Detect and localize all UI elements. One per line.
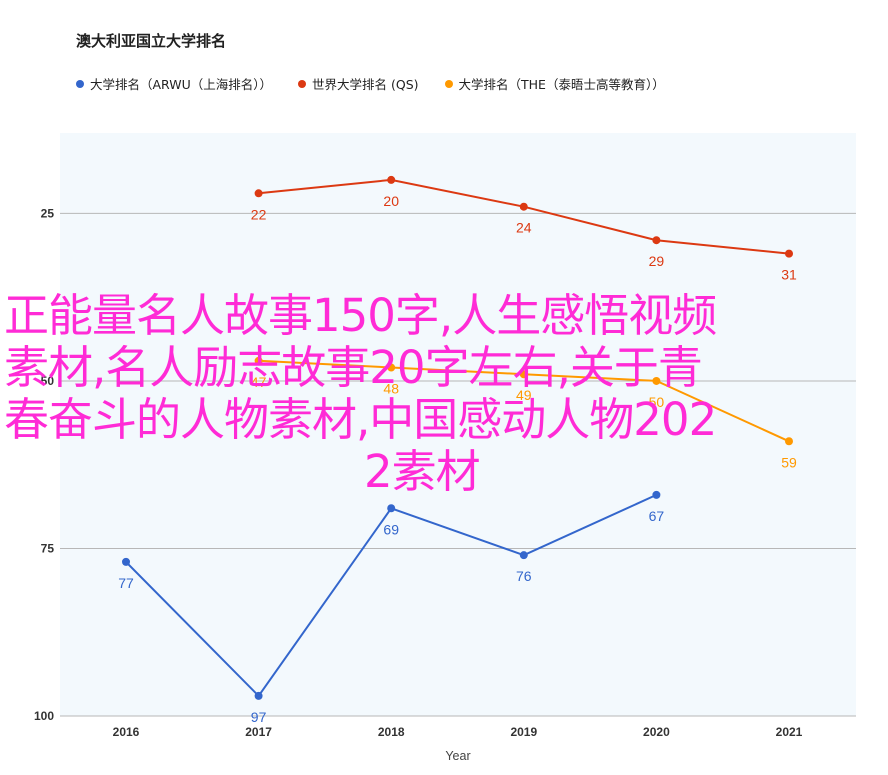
data-point (387, 175, 396, 184)
data-point (387, 504, 396, 513)
data-point (519, 202, 528, 211)
data-label: 31 (781, 267, 797, 283)
x-tick-label: 2021 (776, 725, 803, 739)
data-label: 47 (251, 374, 267, 390)
data-label: 97 (251, 709, 267, 725)
legend-marker-the (444, 79, 453, 88)
data-point (122, 557, 130, 566)
data-label: 69 (383, 521, 399, 537)
legend-label-the: 大学排名（THE（泰晤士高等教育）） (458, 77, 665, 92)
plot-area (60, 133, 856, 716)
data-label: 77 (118, 575, 134, 591)
y-tick-label: 25 (41, 206, 55, 220)
data-point (652, 376, 661, 385)
data-point (652, 236, 661, 245)
x-tick-label: 2020 (643, 725, 670, 739)
data-label: 50 (649, 394, 665, 410)
legend: 大学排名（ARWU（上海排名）） 世界大学排名 (QS) 大学排名（THE（泰晤… (76, 74, 665, 93)
y-tick-label: 100 (34, 709, 54, 723)
data-label: 76 (516, 568, 532, 584)
legend-marker-qs (298, 79, 306, 88)
data-label: 20 (383, 193, 399, 209)
data-point (254, 189, 263, 198)
x-tick-label: 2016 (113, 725, 140, 739)
y-tick-label: 75 (41, 541, 55, 555)
data-point (254, 356, 263, 365)
x-axis-label: Year (445, 749, 470, 763)
data-label: 67 (649, 508, 665, 524)
data-label: 49 (516, 387, 532, 403)
chart-title: 澳大利亚国立大学排名 (76, 32, 227, 50)
x-tick-label: 2019 (510, 725, 537, 739)
data-point (254, 691, 263, 700)
data-point (785, 249, 793, 258)
legend-label-qs: 世界大学排名 (QS) (312, 77, 419, 92)
legend-item-arwu[interactable]: 大学排名（ARWU（上海排名）） (76, 74, 272, 93)
data-point (519, 370, 528, 379)
data-label: 24 (516, 220, 532, 236)
legend-marker-arwu (76, 79, 84, 88)
data-label: 48 (383, 381, 399, 397)
data-point (519, 551, 528, 560)
legend-item-the[interactable]: 大学排名（THE（泰晤士高等教育）） (444, 74, 665, 93)
legend-item-qs[interactable]: 世界大学排名 (QS) (298, 74, 419, 93)
data-point (652, 490, 661, 499)
data-label: 22 (251, 206, 267, 222)
y-tick-label: 50 (41, 374, 55, 388)
legend-label-arwu: 大学排名（ARWU（上海排名）） (90, 77, 272, 92)
data-label: 29 (649, 253, 665, 269)
x-tick-label: 2018 (378, 725, 405, 739)
data-point (387, 363, 396, 372)
data-point (785, 437, 793, 446)
data-label: 59 (781, 454, 797, 470)
x-tick-label: 2017 (245, 725, 272, 739)
